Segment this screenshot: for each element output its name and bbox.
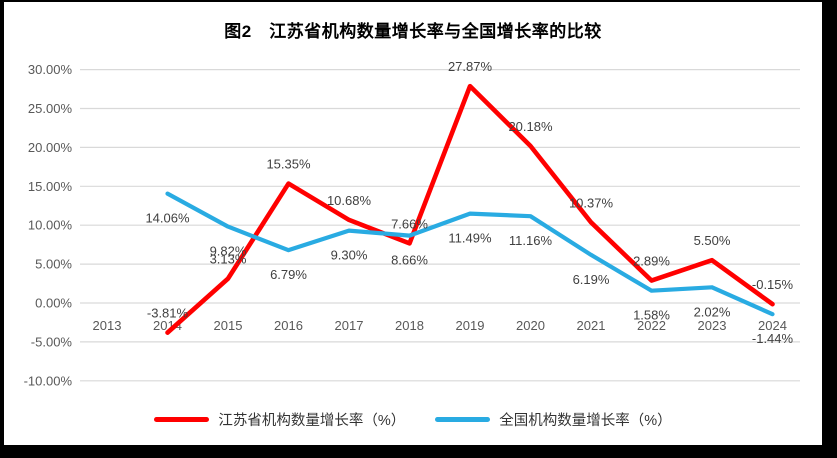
data-label: -0.15% [752, 277, 794, 292]
data-label: 1.58% [633, 308, 670, 323]
data-label: 2.89% [633, 254, 670, 269]
legend-item-jiangsu: 江苏省机构数量增长率（%） [154, 409, 405, 430]
y-tick-label: -5.00% [31, 334, 73, 349]
y-tick-label: -10.00% [24, 373, 73, 388]
y-tick-label: 30.00% [28, 62, 73, 77]
x-tick-label: 2013 [93, 318, 122, 333]
data-label: 9.82% [210, 244, 247, 259]
national-series-swatch [435, 417, 491, 422]
data-label: -1.44% [752, 331, 794, 346]
data-label: 11.49% [448, 231, 492, 246]
chart-canvas: 图2 江苏省机构数量增长率与全国增长率的比较 30.00% 25.00% 20.00… [4, 2, 822, 445]
legend-label-national: 全国机构数量增长率（%） [499, 413, 672, 429]
jiangsu-series-swatch [154, 417, 210, 422]
x-tick-label: 2024 [758, 318, 787, 333]
data-label: 27.87% [448, 59, 493, 74]
y-tick-label: 10.00% [28, 218, 73, 233]
data-label: 7.66% [391, 216, 428, 231]
data-label: 10.68% [327, 193, 372, 208]
data-label: 9.30% [331, 248, 368, 263]
x-tick-label: 2019 [456, 318, 485, 333]
series-0-data-labels: -3.81% 3.13% 15.35% 10.68% 7.66% 27.87% 20.18%… [147, 59, 794, 320]
chart-title: 图2 江苏省机构数量增长率与全国增长率的比较 [224, 22, 602, 41]
data-label: 8.66% [391, 253, 428, 268]
legend-label-jiangsu: 江苏省机构数量增长率（%） [218, 413, 406, 429]
x-axis-tick-labels: 2013 2014 2015 2016 2017 2018 2019 2020 2021 2022… [93, 318, 787, 333]
data-label: 2.02% [694, 304, 731, 319]
data-label: 3.13% [210, 252, 247, 267]
series-0-line [165, 83, 775, 335]
x-tick-label: 2016 [274, 318, 303, 333]
data-label: 15.35% [266, 157, 311, 172]
data-label: 11.16% [509, 233, 553, 248]
x-tick-label: 2017 [335, 318, 364, 333]
y-tick-label: 25.00% [28, 101, 73, 116]
line-chart-plot-area: 30.00% 25.00% 20.00% 15.00% 10.00% 5.00% 0.00%… [24, 59, 800, 388]
series-1-data-labels: 14.06% 9.82% 6.79% 9.30% 8.66% 11.49% 11.16% 6.… [145, 211, 793, 347]
x-tick-label: 2023 [698, 318, 727, 333]
data-label: 20.18% [508, 119, 553, 134]
data-label: 14.06% [145, 211, 190, 226]
y-tick-label: 20.00% [28, 140, 73, 155]
legend: 江苏省机构数量增长率（%） 全国机构数量增长率（%） [4, 409, 822, 430]
data-label: 6.79% [270, 267, 307, 282]
data-label: -3.81% [147, 306, 189, 321]
x-tick-label: 2022 [637, 318, 666, 333]
x-tick-label: 2018 [395, 318, 424, 333]
x-tick-label: 2020 [516, 318, 545, 333]
y-tick-label: 5.00% [35, 257, 72, 272]
y-tick-label: 0.00% [35, 296, 72, 311]
data-label: 10.37% [569, 195, 614, 210]
series-1-line [165, 191, 775, 317]
x-tick-label: 2015 [214, 318, 243, 333]
y-tick-label: 15.00% [28, 179, 73, 194]
data-label: 5.50% [694, 233, 731, 248]
legend-item-national: 全国机构数量增长率（%） [435, 409, 672, 430]
y-axis-tick-labels: 30.00% 25.00% 20.00% 15.00% 10.00% 5.00% 0.00%… [24, 62, 73, 388]
x-tick-label: 2021 [577, 318, 606, 333]
data-label: 6.19% [573, 272, 610, 287]
